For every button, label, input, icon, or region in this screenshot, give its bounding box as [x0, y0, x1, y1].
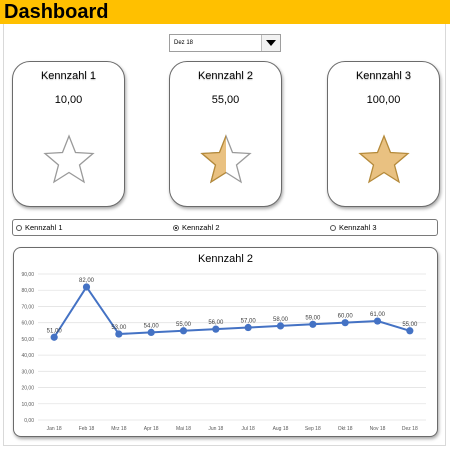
chart-canvas: 0,00 10,00 20,00 30,00 40,00 50,00 60,00 70,00 8…: [21, 272, 426, 432]
x-tick-label: Feb 18: [79, 426, 95, 432]
x-tick-label: Mai 18: [176, 426, 191, 432]
y-tick-label: 80,00: [21, 288, 34, 294]
kpi-card-3: Kennzahl 3 100,00: [327, 61, 440, 207]
radio-label: Kennzahl 3: [339, 223, 377, 232]
radio-kennzahl-3[interactable]: Kennzahl 3: [330, 223, 377, 232]
x-tick-label: Aug 18: [273, 426, 289, 432]
data-point: [309, 320, 317, 328]
month-dropdown[interactable]: Dez 18: [169, 34, 281, 52]
data-label: 55,00: [402, 322, 418, 328]
radio-label: Kennzahl 2: [182, 223, 220, 232]
kpi-card-title: Kennzahl 3: [355, 70, 412, 82]
data-point: [179, 327, 188, 335]
y-tick-label: 90,00: [21, 272, 34, 278]
x-tick-label: Jan 18: [47, 426, 62, 432]
data-label: 58,00: [273, 317, 289, 323]
kpi-card-title: Kennzahl 2: [197, 70, 254, 82]
star-outline-icon: [43, 134, 95, 184]
y-tick-label: 70,00: [21, 304, 34, 310]
data-point: [50, 333, 58, 341]
data-point: [115, 330, 123, 338]
radio-button-selected-icon[interactable]: [173, 224, 179, 231]
data-label: 53,00: [111, 325, 127, 331]
chevron-down-icon: [266, 40, 276, 46]
page-title: Dashboard: [4, 1, 109, 23]
kpi-card-2: Kennzahl 2 55,00: [169, 61, 282, 207]
data-label: 51,00: [47, 328, 63, 334]
radio-button-icon[interactable]: [330, 224, 336, 231]
data-label: 60,00: [338, 314, 354, 320]
data-point: [147, 328, 155, 336]
x-tick-label: Sep 18: [305, 426, 321, 432]
y-tick-label: 60,00: [21, 321, 34, 327]
chart-title: Kennzahl 2: [197, 253, 254, 265]
data-label: 54,00: [144, 323, 160, 329]
kpi-card-value: 100,00: [366, 94, 401, 106]
kpi-selector: Kennzahl 1 Kennzahl 2 Kennzahl 3: [12, 219, 438, 236]
kpi-card-1: Kennzahl 1 10,00: [12, 61, 125, 207]
data-point: [244, 323, 252, 332]
month-dropdown-value: Dez 18: [174, 40, 194, 46]
kpi-card-value: 10,00: [54, 94, 83, 106]
x-tick-label: Apr 18: [144, 426, 159, 432]
radio-kennzahl-1[interactable]: Kennzahl 1: [16, 223, 63, 232]
data-label: 59,00: [305, 315, 321, 321]
star-half-icon: [200, 134, 252, 184]
y-tick-label: 0,00: [24, 418, 34, 424]
y-tick-label: 40,00: [21, 353, 34, 359]
series-line: [53, 285, 411, 338]
x-tick-label: Jun 18: [208, 426, 223, 432]
x-tick-label: Jul 18: [241, 426, 255, 432]
y-tick-label: 10,00: [21, 402, 34, 408]
data-point: [406, 327, 414, 335]
data-label: 55,00: [176, 322, 192, 328]
y-tick-label: 30,00: [21, 369, 34, 375]
y-tick-label: 20,00: [21, 386, 34, 392]
data-label: 56,00: [208, 320, 224, 326]
x-tick-label: Dez 18: [402, 426, 418, 432]
kpi-card-value: 55,00: [211, 94, 240, 106]
data-point: [373, 317, 382, 325]
radio-button-icon[interactable]: [16, 224, 22, 231]
star-filled-icon: [358, 134, 410, 184]
data-point: [82, 283, 91, 291]
data-point: [212, 325, 220, 333]
data-label: 61,00: [370, 312, 386, 318]
dropdown-button[interactable]: [261, 35, 280, 51]
x-tick-label: Mrz 18: [111, 426, 127, 432]
data-label: 82,00: [79, 278, 95, 284]
line-chart: Kennzahl 2 0,00 10,00 20,00 30,00 40,00 50,00…: [13, 247, 438, 437]
radio-label: Kennzahl 1: [25, 223, 63, 232]
y-tick-label: 50,00: [21, 337, 34, 343]
radio-kennzahl-2[interactable]: Kennzahl 2: [173, 223, 220, 232]
data-point: [341, 319, 349, 327]
kpi-card-title: Kennzahl 1: [40, 70, 97, 82]
data-point: [276, 322, 285, 330]
x-tick-label: Nov 18: [370, 426, 386, 432]
x-tick-label: Okt 18: [338, 426, 353, 432]
dashboard-frame: [3, 24, 446, 446]
data-label: 57,00: [241, 319, 257, 325]
header-bar: Dashboard: [0, 0, 450, 24]
